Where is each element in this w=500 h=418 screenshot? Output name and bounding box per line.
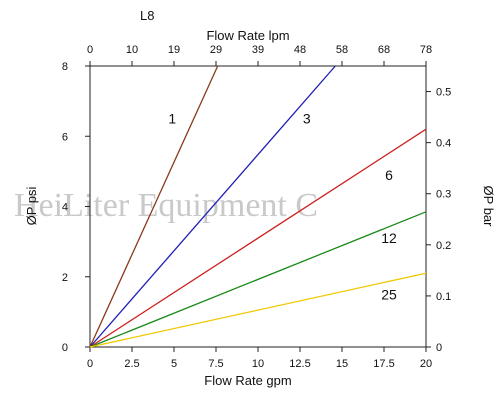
- x-tick-label: 20: [420, 358, 432, 370]
- x2-tick-label: 39: [252, 44, 264, 56]
- x2-tick-label: 19: [168, 44, 180, 56]
- x-tick-label: 10: [252, 358, 264, 370]
- curve-label-3: 3: [303, 111, 311, 127]
- curve-label-12: 12: [381, 230, 397, 246]
- y-axis-title: ØP psi: [24, 187, 39, 226]
- curve-label-25: 25: [381, 286, 397, 302]
- x-tick-label: 7.5: [208, 358, 223, 370]
- y2-tick-label: 0.4: [436, 138, 451, 150]
- y-tick-label: 8: [62, 61, 68, 73]
- y2-tick-label: 0.5: [436, 87, 451, 99]
- y-tick-label: 4: [62, 202, 68, 214]
- x-axis-title: Flow Rate gpm: [204, 373, 291, 388]
- x2-tick-label: 78: [420, 44, 432, 56]
- y-tick-label: 2: [62, 272, 68, 284]
- x2-tick-label: 68: [378, 44, 390, 56]
- curve-label-1: 1: [168, 111, 176, 127]
- y-tick-label: 6: [62, 131, 68, 143]
- y-tick-label: 0: [62, 342, 68, 354]
- x-tick-label: 15: [336, 358, 348, 370]
- y2-tick-label: 0.1: [436, 291, 451, 303]
- x-tick-label: 0: [87, 358, 93, 370]
- series-line-12: [89, 211, 427, 348]
- series-line-25: [89, 272, 427, 348]
- series-line-3: [89, 65, 336, 348]
- x-tick-label: 5: [171, 358, 177, 370]
- x2-tick-label: 0: [87, 44, 93, 56]
- y2-axis-title: ØP bar: [481, 186, 496, 228]
- x-tick-label: 12.5: [289, 358, 310, 370]
- x2-tick-label: 10: [126, 44, 138, 56]
- y2-tick-label: 0.3: [436, 189, 451, 201]
- series-line-1: [89, 65, 219, 348]
- watermark-text: HeiLiter Equipment C: [14, 187, 318, 224]
- chart-title: L8: [140, 8, 154, 23]
- y2-tick-label: 0.2: [436, 240, 451, 252]
- x-tick-label: 17.5: [373, 358, 394, 370]
- series-line-6: [89, 128, 427, 348]
- x-tick-label: 2.5: [124, 358, 139, 370]
- x2-tick-label: 29: [210, 44, 222, 56]
- x2-axis-title: Flow Rate lpm: [206, 28, 289, 43]
- x2-tick-label: 58: [336, 44, 348, 56]
- y2-tick-label: 0: [436, 342, 442, 354]
- x2-tick-label: 48: [294, 44, 306, 56]
- curve-label-6: 6: [385, 167, 393, 183]
